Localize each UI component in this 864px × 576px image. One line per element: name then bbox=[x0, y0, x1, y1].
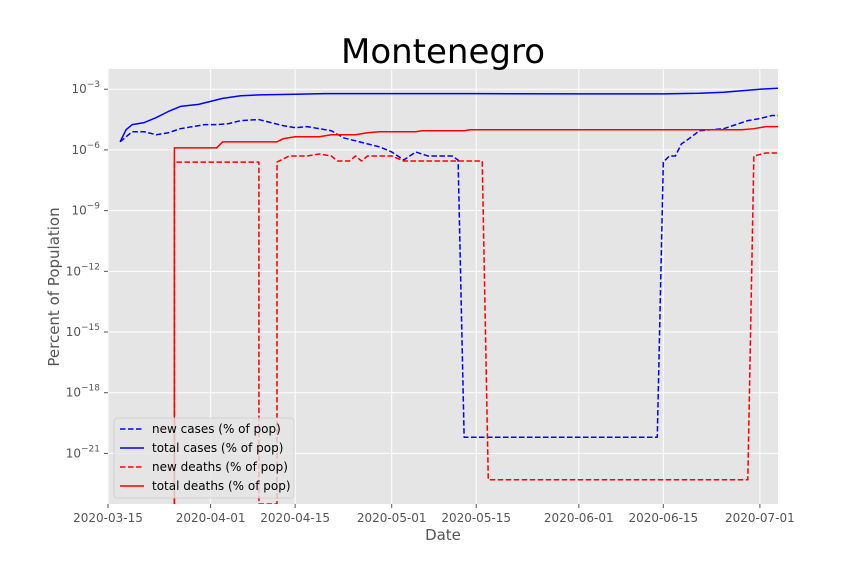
series-line-2 bbox=[119, 87, 778, 143]
x-tick-label: 2020-07-01 bbox=[725, 511, 795, 525]
legend-label: total cases (% of pop) bbox=[152, 441, 283, 455]
series-line-4 bbox=[173, 125, 778, 504]
y-tick-label: 10−15 bbox=[66, 323, 100, 339]
x-tick-label: 2020-04-01 bbox=[176, 511, 246, 525]
series-lines bbox=[119, 87, 778, 504]
legend: new cases (% of pop) total cases (% of po… bbox=[113, 417, 295, 499]
series-line-1 bbox=[119, 114, 778, 438]
y-tick-label: 10−12 bbox=[66, 262, 100, 278]
x-tick-label: 2020-06-01 bbox=[544, 511, 614, 525]
y-tick-label: 10−18 bbox=[66, 384, 101, 400]
y-tick-label: 10−21 bbox=[66, 444, 100, 460]
gridlines bbox=[107, 69, 778, 504]
y-tick-label: 10−9 bbox=[71, 202, 100, 218]
x-tick-label: 2020-06-15 bbox=[628, 511, 698, 525]
x-tick-label: 2020-04-15 bbox=[260, 511, 330, 525]
y-axis-ticks: 10−3 10−6 10−9 10−12 10−15 10−18 10−21 bbox=[66, 80, 108, 460]
x-tick-label: 2020-05-15 bbox=[441, 511, 511, 525]
x-axis-label: Date bbox=[425, 526, 461, 544]
y-tick-label: 10−6 bbox=[71, 141, 100, 157]
x-axis-ticks: 2020-03-15 2020-04-01 2020-04-15 2020-05-01… bbox=[73, 504, 795, 525]
series-line-3 bbox=[173, 152, 778, 504]
y-tick-label: 10−3 bbox=[71, 80, 100, 96]
y-axis-label: Percent of Population bbox=[45, 207, 63, 366]
chart-title: Montenegro bbox=[341, 32, 545, 72]
legend-label: total deaths (% of pop) bbox=[152, 479, 291, 493]
x-tick-label: 2020-03-15 bbox=[73, 511, 143, 525]
legend-label: new cases (% of pop) bbox=[152, 422, 281, 436]
x-tick-label: 2020-05-01 bbox=[357, 511, 427, 525]
legend-box bbox=[113, 417, 295, 499]
legend-label: new deaths (% of pop) bbox=[152, 460, 288, 474]
